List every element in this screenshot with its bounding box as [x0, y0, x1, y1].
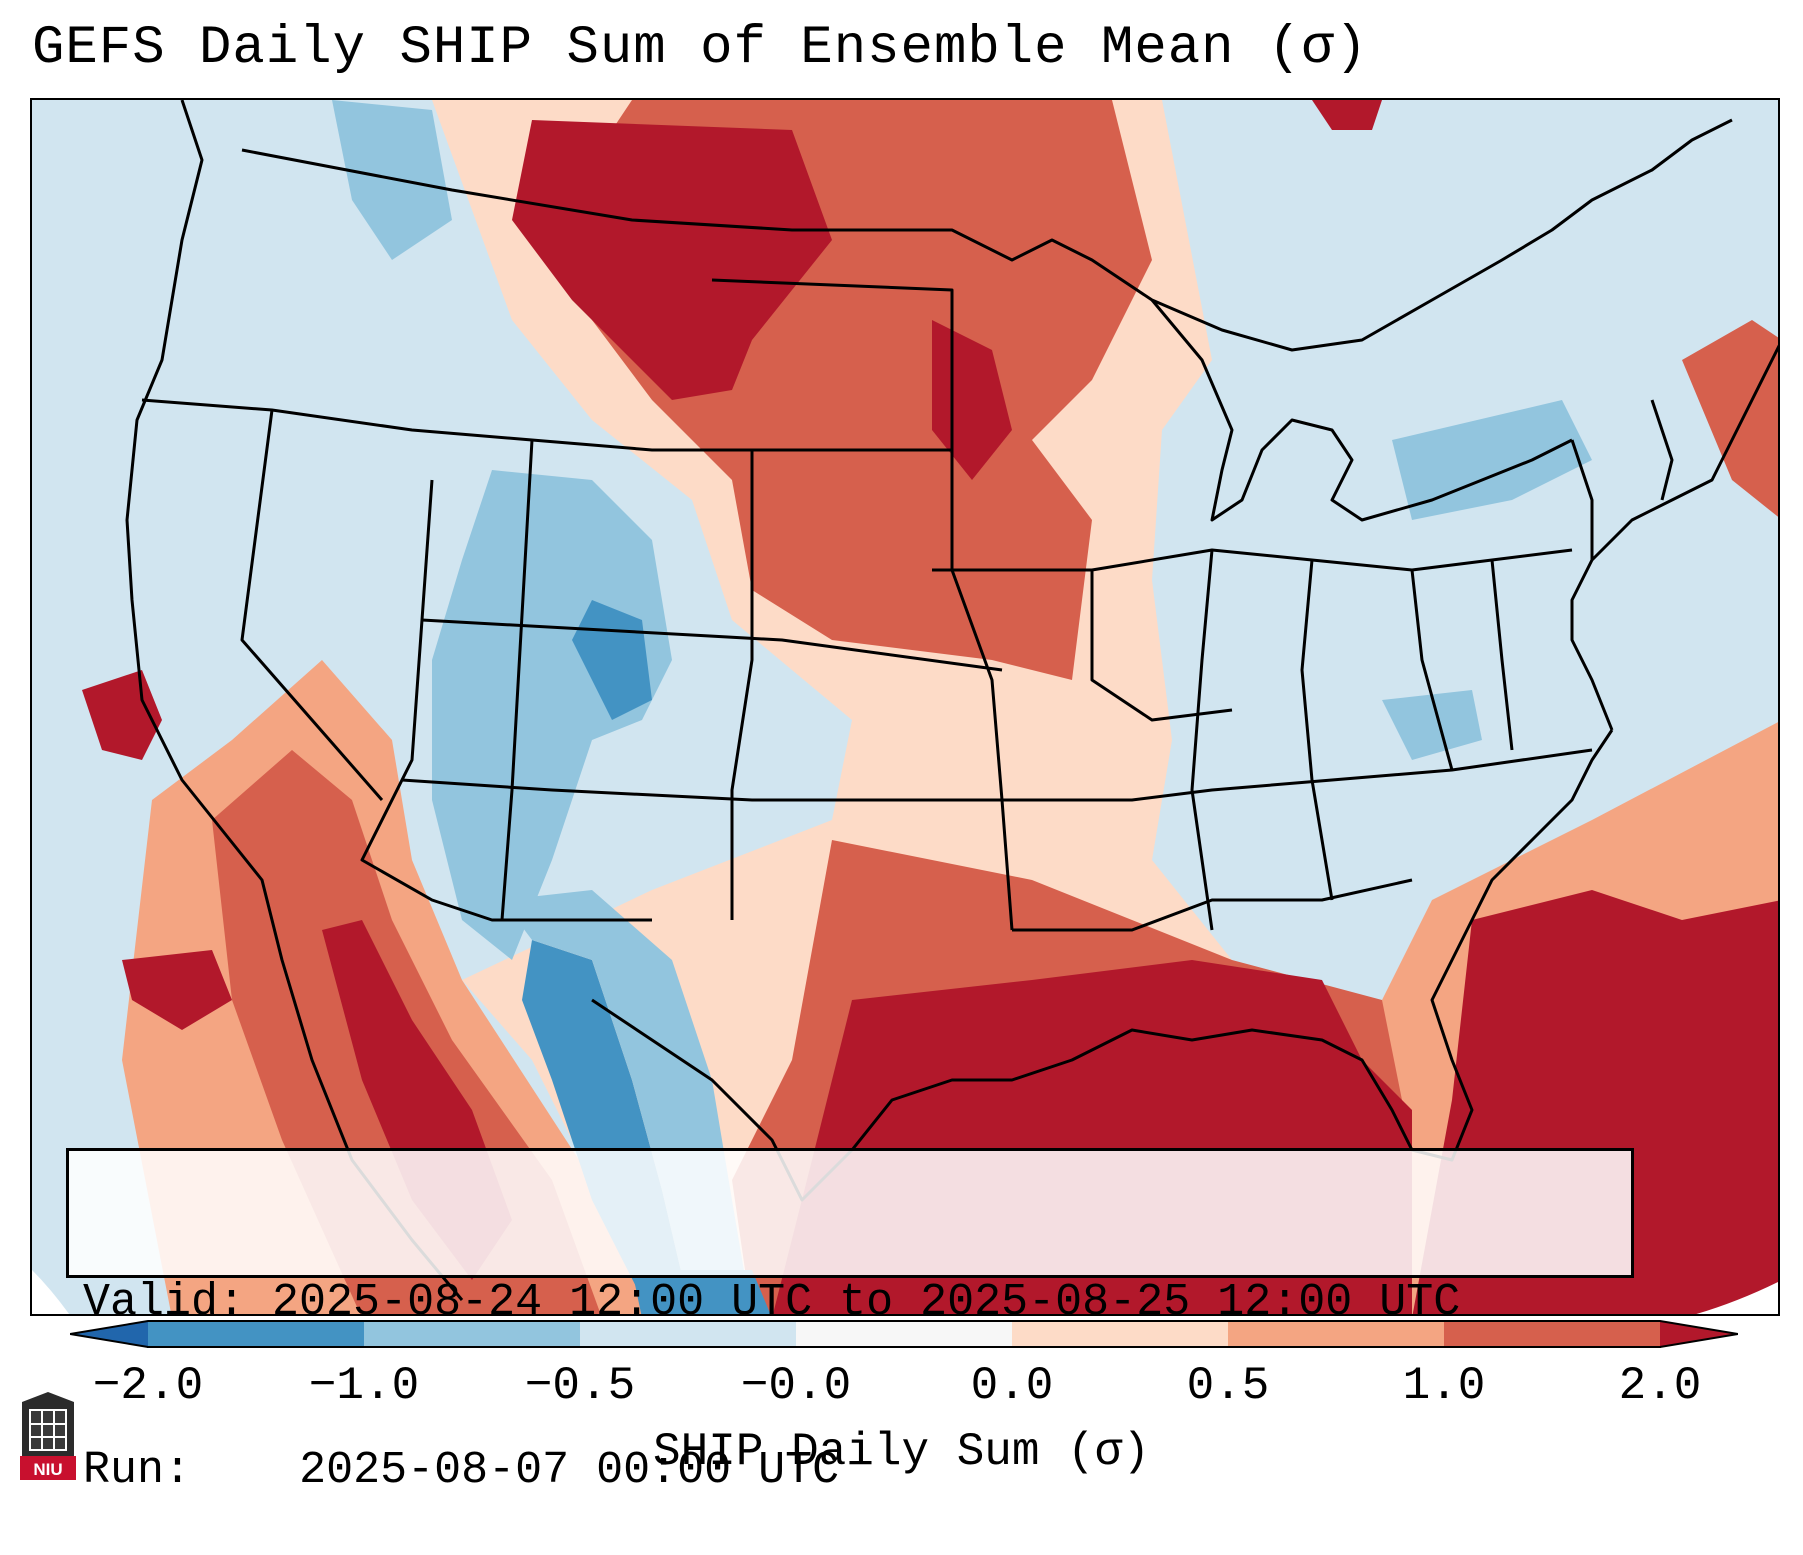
colorbar-tick-label: −0.5 — [524, 1360, 636, 1412]
out-of-domain-corner-right — [1696, 1281, 1778, 1314]
state-border-17 — [1570, 439, 1594, 560]
canada-border — [241, 118, 1733, 352]
northern-rockies-red-area — [512, 120, 832, 400]
run-row: Run: 2025-08-07 00:00 UTC — [83, 1443, 1631, 1499]
state-border-10 — [1002, 748, 1593, 802]
valid-row: Valid: 2025-08-24 12:00 UTC to 2025-08-2… — [83, 1275, 1631, 1331]
colorbar-tick-label: 2.0 — [1618, 1360, 1702, 1412]
great-lakes-blue — [1392, 400, 1592, 520]
colorbar-tick-label: 0.5 — [1186, 1360, 1270, 1412]
state-border-5 — [401, 778, 1002, 802]
state-border-16 — [1490, 559, 1514, 751]
quebec-red-spot — [1312, 100, 1382, 130]
colorbar-segment — [796, 1321, 1012, 1347]
state-border-15 — [1410, 569, 1454, 771]
east-coastline — [1570, 344, 1778, 731]
new-england-red — [1682, 320, 1778, 517]
state-border-9 — [932, 568, 1233, 722]
run-label: Run: — [83, 1445, 192, 1496]
colorbar-segment — [1444, 1321, 1660, 1347]
colorbar-tick-label: 0.0 — [970, 1360, 1054, 1412]
great-lakes-outline — [1150, 299, 1573, 522]
run-value: 2025-08-07 00:00 UTC — [299, 1445, 840, 1496]
colorbar-segment — [1012, 1321, 1228, 1347]
state-border-18 — [1650, 399, 1674, 501]
niu-building-icon: NIU — [20, 1392, 76, 1480]
colorbar-tick-labels: −2.0 −1.0 −0.5 −0.0 0.0 0.5 1.0 2.0 — [0, 1360, 1803, 1420]
valid-label: Valid: — [83, 1277, 246, 1328]
state-border-2 — [240, 409, 384, 801]
state-border-6 — [500, 439, 534, 921]
valid-value: 2025-08-24 12:00 UTC to 2025-08-25 12:00… — [272, 1277, 1461, 1328]
west-coastline — [125, 100, 464, 1301]
colorbar-tick-label: 1.0 — [1402, 1360, 1486, 1412]
colorbar-tick-label: −2.0 — [92, 1360, 204, 1412]
colorbar-segment — [364, 1321, 580, 1347]
colorbar-segment — [1228, 1321, 1444, 1347]
state-border-4 — [421, 618, 1003, 672]
niu-logo-text: NIU — [33, 1460, 62, 1479]
colorbar-tick-label: −1.0 — [308, 1360, 420, 1412]
colorbar-segment — [148, 1321, 364, 1347]
shaded-map — [32, 100, 1778, 1314]
colorbar-label: SHIP Daily Sum (σ) — [653, 1426, 1150, 1478]
colorbar — [70, 1320, 1738, 1348]
valid-run-info-box: Valid: 2025-08-24 12:00 UTC to 2025-08-2… — [66, 1148, 1634, 1496]
state-border-3 — [360, 479, 652, 922]
pacific-red-patch-south — [122, 950, 232, 1030]
state-border-14 — [1300, 559, 1334, 901]
state-border-7 — [730, 450, 754, 920]
colorbar-extend-high — [1660, 1321, 1738, 1347]
map-panel — [30, 98, 1780, 1316]
colorbar-tick-label: −0.0 — [740, 1360, 852, 1412]
colorbar-extend-low — [70, 1321, 148, 1347]
state-border-13 — [1190, 549, 1214, 931]
out-of-domain-corner-left — [32, 1270, 70, 1314]
carolina-blue — [1382, 690, 1482, 760]
southern-offshore-blue — [632, 1270, 771, 1314]
boundary-lines — [125, 100, 1778, 1301]
map-title: GEFS Daily SHIP Sum of Ensemble Mean (σ) — [32, 18, 1369, 79]
colorbar-segment — [580, 1321, 796, 1347]
central-rockies-blue — [432, 470, 672, 960]
state-border-12 — [1091, 548, 1573, 572]
state-border-11 — [1012, 878, 1413, 932]
